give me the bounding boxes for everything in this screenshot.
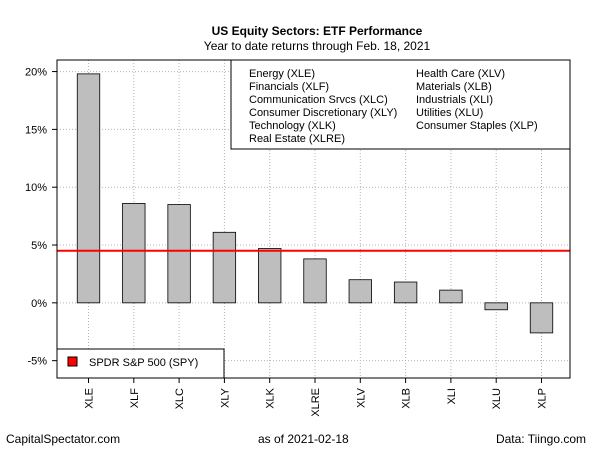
x-tick-label: XLU — [491, 388, 503, 409]
x-tick-label: XLV — [355, 387, 367, 408]
sector-legend-item: Financials (XLF) — [249, 81, 329, 93]
x-tick-label: XLRE — [310, 388, 322, 417]
x-tick-label: XLF — [129, 388, 141, 408]
footer-data-credit: Data: Tiingo.com — [495, 432, 586, 446]
bar-XLE — [76, 73, 101, 304]
sector-legend-item: Real Estate (XLRE) — [249, 133, 345, 145]
x-axis: XLE XLF XLC XLY XLK XLRE XLV XLB XLI XLU XLP — [84, 378, 549, 417]
y-tick-label: -5% — [27, 356, 47, 368]
bar-XLK — [258, 248, 282, 304]
plot-frame — [56, 59, 571, 379]
footer-source-site: CapitalSpectator.com — [6, 432, 121, 446]
y-tick-label: 10% — [25, 182, 47, 194]
sector-legend: Energy (XLE)Financials (XLF)Communicatio… — [230, 59, 571, 150]
x-tick-label: XLC — [174, 388, 186, 409]
sector-legend-item: Health Care (XLV) — [416, 68, 505, 80]
sector-legend-item: Energy (XLE) — [249, 68, 315, 80]
y-axis: -5% 0% 5% 10% 15% 20% — [25, 67, 57, 368]
sector-legend-item: Industrials (XLI) — [416, 94, 493, 106]
spy-legend-label: SPDR S&P 500 (SPY) — [89, 357, 198, 369]
footer-date: as of 2021-02-18 — [258, 432, 349, 446]
spy-legend-box — [56, 348, 225, 379]
sector-legend-item: Utilities (XLU) — [416, 107, 483, 119]
x-tick-label: XLY — [219, 387, 231, 408]
bar-XLI — [439, 289, 463, 304]
sector-legend-box — [230, 59, 571, 150]
sector-legend-item: Technology (XLK) — [249, 120, 336, 132]
sector-legend-item: Consumer Staples (XLP) — [416, 120, 538, 132]
x-tick-label: XLE — [84, 388, 96, 409]
y-tick-label: 15% — [25, 124, 47, 136]
sector-legend-item: Consumer Discretionary (XLY) — [249, 107, 397, 119]
y-tick-label: 20% — [25, 67, 47, 79]
bar-XLB — [393, 281, 418, 304]
bar-XLF — [122, 202, 146, 304]
spy-legend-swatch — [67, 356, 78, 367]
x-tick-label: XLP — [537, 388, 549, 409]
chart-subtitle: Year to date returns through Feb. 18, 20… — [204, 39, 431, 53]
bar-XLP — [529, 302, 554, 334]
x-tick-label: XLB — [401, 388, 413, 409]
y-tick-label: 5% — [31, 240, 47, 252]
x-tick-label: XLI — [446, 388, 458, 405]
sector-legend-item: Materials (XLB) — [416, 81, 492, 93]
bar-XLRE — [303, 258, 327, 304]
bar-XLY — [212, 231, 237, 304]
x-tick-label: XLK — [265, 387, 277, 408]
bar-XLC — [167, 204, 191, 304]
y-tick-label: 0% — [31, 298, 47, 310]
chart-title: US Equity Sectors: ETF Performance — [212, 24, 423, 38]
bar-XLV — [348, 279, 372, 304]
sector-legend-item: Communication Srvcs (XLC) — [249, 94, 388, 106]
spy-legend: SPDR S&P 500 (SPY) — [56, 348, 225, 379]
bar-XLU — [484, 302, 508, 311]
